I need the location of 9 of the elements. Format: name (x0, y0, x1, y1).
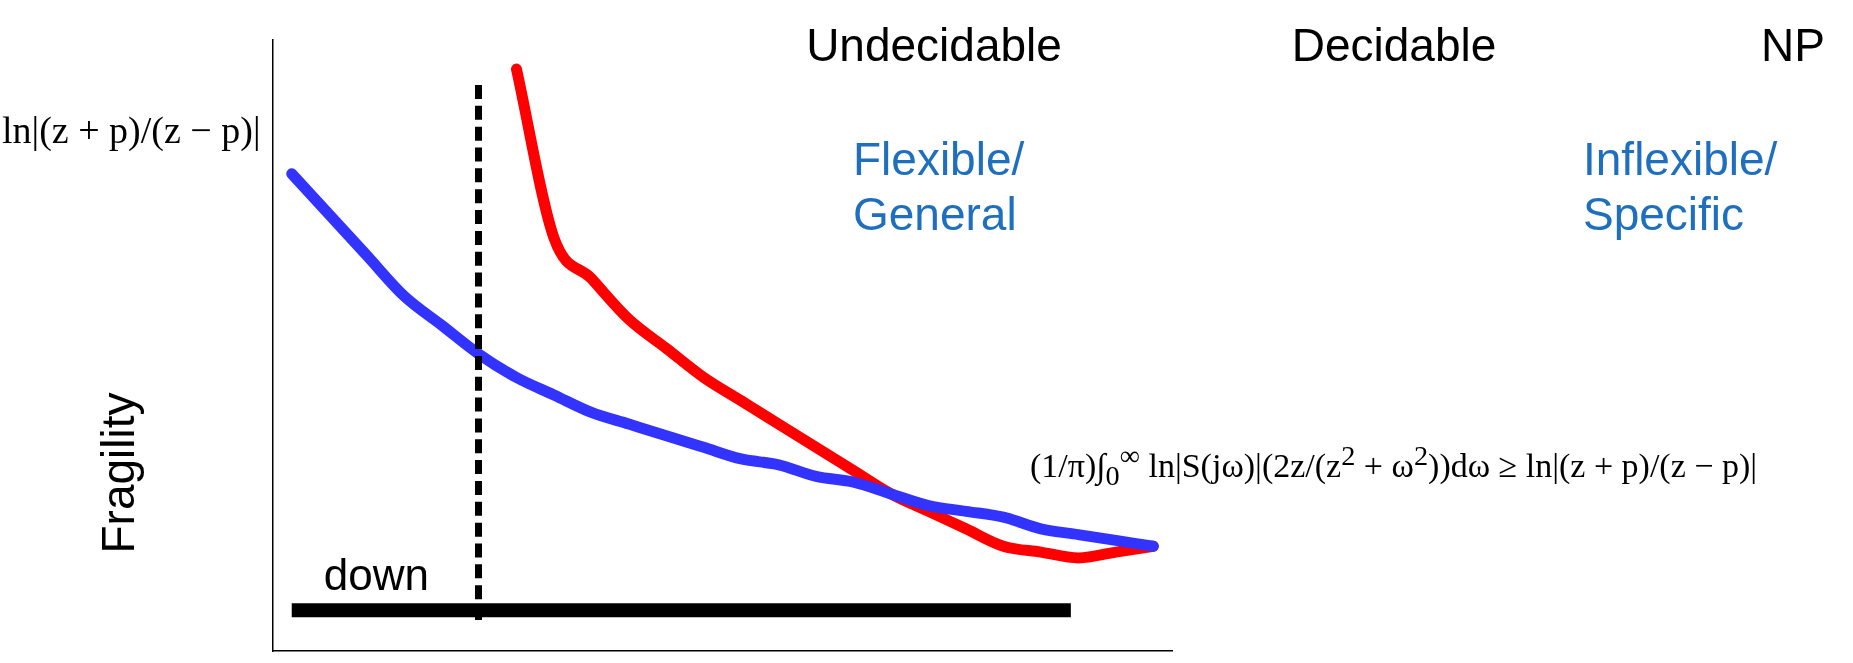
annotation: Flexible/ General (853, 132, 1026, 243)
annotation: (1/π)∫$_{0}$$^{∞}$ ln|S(jω)|(2z/(z$^{2}$ + ω$^{2}$))dω ≥ ln|(z + p)/(z − p)| (1030, 440, 1758, 493)
text: NP (1761, 18, 1825, 72)
text: ln|(z + p)/(z − p)| (2, 108, 261, 152)
ref-line-label: down (323, 550, 429, 600)
y-axis-title: Fragility (91, 392, 145, 554)
text: Inflexible/ Specific (1583, 132, 1779, 243)
annotation: Undecidable (806, 18, 1062, 72)
text: Decidable (1291, 18, 1497, 72)
